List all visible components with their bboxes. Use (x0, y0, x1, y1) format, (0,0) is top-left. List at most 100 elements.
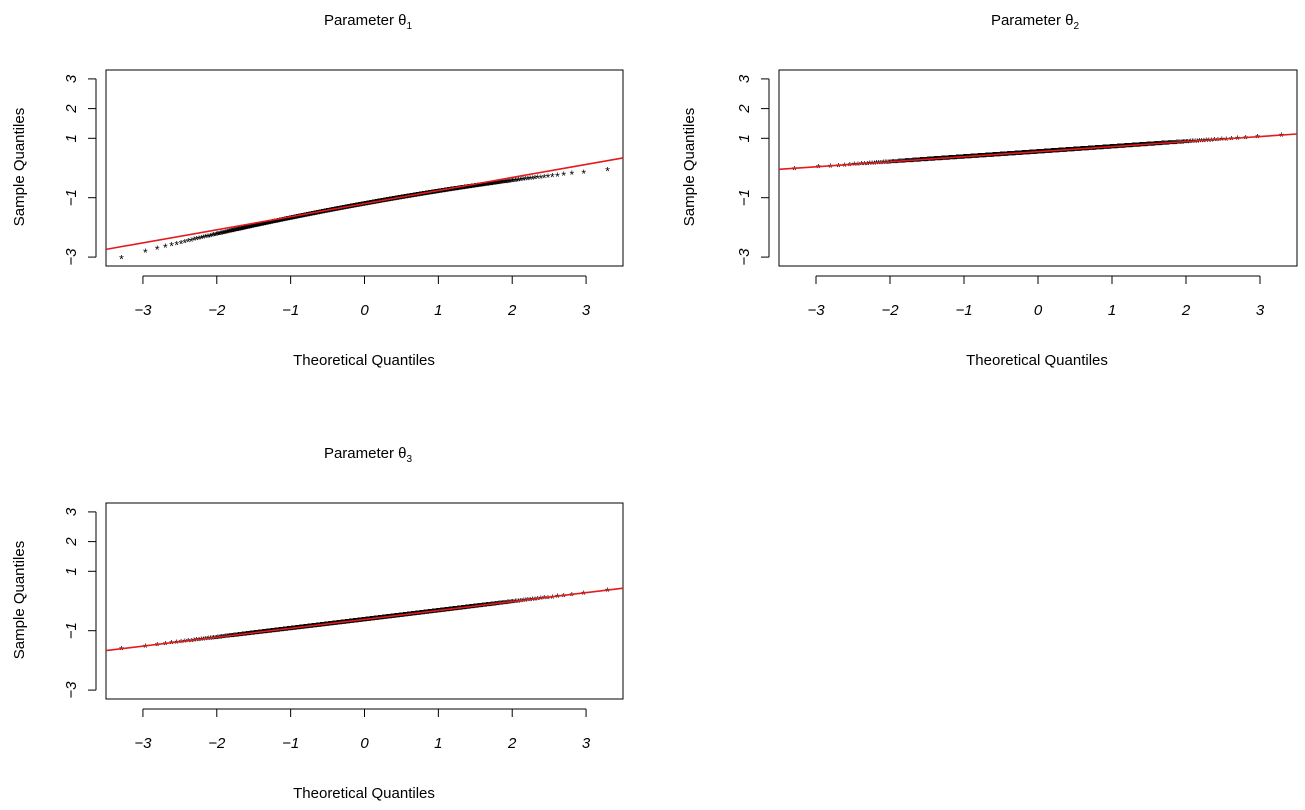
qq-point: * (234, 630, 239, 644)
qq-point: * (382, 195, 387, 209)
qq-point: * (1061, 145, 1066, 159)
qq-point: * (379, 196, 384, 210)
qq-point: * (352, 616, 357, 630)
qq-point: * (966, 151, 971, 165)
qq-point: * (975, 151, 980, 165)
qq-point: * (328, 205, 333, 219)
qq-point: * (232, 225, 237, 239)
qq-point: * (1020, 148, 1025, 162)
qq-point: * (420, 189, 425, 203)
qq-point: * (994, 150, 999, 164)
qq-point: * (296, 211, 301, 225)
qq-point: * (411, 190, 416, 204)
qq-point: * (1124, 141, 1129, 155)
qq-point: * (1098, 142, 1103, 156)
qq-point: * (374, 613, 379, 627)
qq-point: * (300, 622, 305, 636)
qq-point: * (1110, 142, 1115, 156)
qq-point: * (1140, 140, 1145, 154)
qq-point: * (370, 197, 375, 211)
qq-point: * (902, 156, 907, 170)
qq-point: * (348, 201, 353, 215)
qq-point: * (345, 617, 350, 631)
qq-point: * (1150, 139, 1155, 153)
qq-point: * (453, 603, 458, 617)
qq-point: * (471, 601, 476, 615)
qq-point: * (1118, 141, 1123, 155)
qq-point: * (391, 611, 396, 625)
qq-point: * (911, 155, 916, 169)
qq-point: * (249, 628, 254, 642)
qq-point: * (909, 155, 914, 169)
qq-point: * (336, 618, 341, 632)
qq-point: * (350, 616, 355, 630)
qq-point: * (343, 617, 348, 631)
qq-point: * (451, 604, 456, 618)
qq-point: * (446, 604, 451, 618)
qq-point: * (1131, 140, 1136, 154)
qq-point: * (964, 152, 969, 166)
qq-point: * (289, 623, 294, 637)
qq-point: * (1064, 145, 1069, 159)
qq-point: * (329, 205, 334, 219)
qq-point: * (249, 628, 254, 642)
qq-point: * (258, 219, 263, 233)
qq-point: * (355, 200, 360, 214)
qq-point: * (998, 149, 1003, 163)
qq-point: * (1038, 146, 1043, 160)
qq-point: * (1031, 147, 1036, 161)
qq-point: * (1046, 146, 1051, 160)
qq-point: * (395, 610, 400, 624)
qq-point: * (370, 197, 375, 211)
qq-point: * (288, 623, 293, 637)
y-tick-label: 1 (63, 134, 80, 142)
qq-point: * (381, 612, 386, 626)
qq-point: * (243, 222, 248, 236)
qq-point: * (316, 620, 321, 634)
qq-point: * (305, 209, 310, 223)
qq-point: * (421, 189, 426, 203)
qq-point: * (1032, 147, 1037, 161)
qq-point: * (983, 150, 988, 164)
qq-point: * (347, 616, 352, 630)
qq-point: * (194, 234, 199, 248)
qq-point: * (969, 151, 974, 165)
qq-point: * (308, 209, 313, 223)
qq-point: * (307, 209, 312, 223)
qq-point: * (292, 212, 297, 226)
y-axis-label: Sample Quantiles (681, 108, 698, 226)
qq-point: * (346, 616, 351, 630)
qq-point: * (441, 185, 446, 199)
qq-point: * (412, 608, 417, 622)
qq-point: * (310, 209, 315, 223)
qq-point: * (1083, 143, 1088, 157)
qq-point: * (471, 181, 476, 195)
qq-point: * (327, 619, 332, 633)
qq-point: * (1142, 139, 1147, 153)
qq-point: * (1202, 135, 1207, 149)
qq-point: * (322, 619, 327, 633)
y-tick-label: −3 (63, 681, 80, 699)
qq-point: * (357, 615, 362, 629)
qq-point: * (1052, 146, 1057, 160)
qq-point: * (254, 627, 259, 641)
qq-point: * (390, 611, 395, 625)
qq-point: * (405, 609, 410, 623)
qq-point: * (984, 150, 989, 164)
qq-point: * (385, 195, 390, 209)
qq-point: * (290, 212, 295, 226)
qq-point: * (1068, 144, 1073, 158)
qq-point: * (480, 180, 485, 194)
y-tick-label: 3 (736, 74, 753, 83)
qq-point: * (1103, 142, 1108, 156)
qq-point: * (870, 158, 875, 172)
qq-point: * (1085, 143, 1090, 157)
qq-point: * (352, 616, 357, 630)
qq-point: * (360, 199, 365, 213)
qq-point: * (509, 176, 514, 190)
qq-point: * (378, 196, 383, 210)
qq-point: * (406, 609, 411, 623)
qq-point: * (370, 613, 375, 627)
qq-point: * (365, 614, 370, 628)
